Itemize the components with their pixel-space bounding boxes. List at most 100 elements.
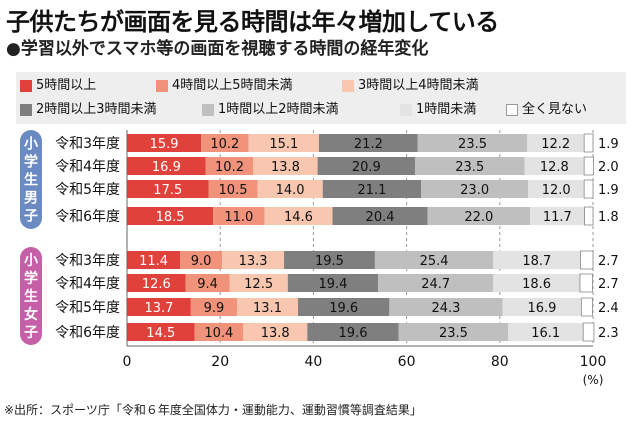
data-label: 12.2 (541, 137, 570, 152)
bar-segment (307, 323, 399, 341)
bar-segment (579, 273, 593, 293)
bar-segment (229, 274, 288, 292)
data-label: 23.5 (439, 326, 468, 341)
data-label: 9.0 (191, 254, 212, 269)
chart-title: 子供たちが画面を見る時間は年々増加している (6, 8, 499, 36)
data-label: 10.2 (215, 160, 244, 175)
data-label: 13.3 (239, 254, 268, 269)
bar-segment (528, 180, 585, 198)
bar-segment (194, 323, 244, 341)
bar-segment (243, 323, 308, 341)
bar-segment (584, 206, 594, 226)
bar-segment (417, 134, 528, 152)
row-label: 令和5年度 (55, 182, 120, 198)
legend-label: 1時間以上2時間未満 (218, 102, 339, 117)
data-label: 10.5 (219, 183, 248, 198)
legend-label: 2時間以上3時間未満 (36, 102, 157, 117)
data-label: 10.2 (210, 137, 239, 152)
x-tick-label: 0 (123, 354, 132, 370)
data-label: 18.5 (156, 210, 185, 225)
x-tick-label: 100 (580, 354, 607, 370)
group-label-char: 女 (24, 306, 38, 323)
bar-segment (180, 251, 223, 269)
data-label: 16.9 (152, 160, 181, 175)
group-label-pill (20, 247, 42, 345)
data-label: 11.0 (224, 210, 253, 225)
data-label: 15.9 (150, 137, 179, 152)
bar-segment (287, 274, 379, 292)
data-label: 1.9 (598, 183, 619, 198)
data-label: 24.3 (432, 301, 461, 316)
bar-segment (378, 274, 494, 292)
bar-segment (398, 323, 509, 341)
row-label: 令和6年度 (55, 325, 120, 341)
x-tick-label: 20 (211, 354, 229, 370)
data-label: 13.7 (144, 301, 173, 316)
bar-segment (298, 298, 390, 316)
bar-segment (127, 323, 195, 341)
bar-segment (284, 251, 375, 269)
legend-swatch (20, 104, 32, 116)
bar-segment (493, 251, 581, 269)
bar-segment (253, 157, 318, 175)
legend-label: 全く見ない (522, 102, 588, 117)
data-label: 2.3 (598, 326, 619, 341)
bar-segment (530, 207, 585, 225)
x-tick-label: 40 (304, 354, 322, 370)
row-label: 令和4年度 (55, 276, 120, 292)
data-label: 18.7 (522, 254, 551, 269)
bar-segment (582, 322, 595, 342)
data-label: 2.0 (598, 160, 619, 175)
data-label: 23.5 (455, 160, 484, 175)
data-label: 2.4 (598, 301, 619, 316)
row-label: 令和3年度 (55, 136, 120, 152)
data-label: 9.9 (204, 301, 225, 316)
data-label: 14.0 (276, 183, 305, 198)
legend-label: 1時間未満 (416, 102, 477, 117)
bar-segment (427, 207, 531, 225)
data-label: 23.0 (460, 183, 489, 198)
group-label-char: 小 (24, 137, 38, 153)
group-label-char: 学 (24, 154, 38, 171)
row-label: 令和4年度 (55, 159, 120, 175)
bar-segment (332, 207, 428, 225)
bar-segment (201, 134, 249, 152)
bar-segment (318, 134, 418, 152)
bar-segment (583, 156, 594, 176)
data-label: 10.4 (204, 326, 233, 341)
bar-segment (213, 207, 265, 225)
data-label: 2.7 (598, 277, 619, 292)
x-axis-unit: (%) (583, 373, 604, 387)
data-label: 13.1 (253, 301, 282, 316)
data-label: 21.1 (357, 183, 386, 198)
data-label: 15.1 (269, 137, 298, 152)
legend-swatch (20, 80, 32, 92)
data-label: 20.4 (366, 210, 395, 225)
legend-swatch (506, 104, 518, 116)
bar-segment (185, 274, 230, 292)
data-label: 18.6 (522, 277, 551, 292)
data-label: 13.8 (261, 326, 290, 341)
group-label-char: 学 (24, 270, 38, 287)
legend-label: 5時間以上 (36, 78, 97, 93)
data-label: 12.6 (142, 277, 171, 292)
data-label: 14.5 (146, 326, 175, 341)
bar-segment (127, 251, 181, 269)
bar-segment (127, 180, 209, 198)
data-label: 12.5 (244, 277, 273, 292)
bar-segment (322, 180, 422, 198)
group-label-char: 子 (24, 325, 38, 341)
source-footnote: ※出所：スポーツ庁「令和６年度全国体力・運動能力、運動習慣等調査結果」 (4, 403, 422, 417)
data-label: 1.8 (598, 210, 619, 225)
bar-segment (236, 298, 299, 316)
bar-segment (580, 297, 593, 317)
data-label: 19.6 (329, 301, 358, 316)
group-label-char: 男 (24, 191, 38, 207)
group-label-char: 小 (24, 253, 38, 269)
data-label: 19.4 (318, 277, 347, 292)
legend-swatch (342, 80, 354, 92)
bar-segment (421, 180, 529, 198)
group-label-char: 子 (24, 209, 38, 225)
data-label: 2.7 (598, 254, 619, 269)
